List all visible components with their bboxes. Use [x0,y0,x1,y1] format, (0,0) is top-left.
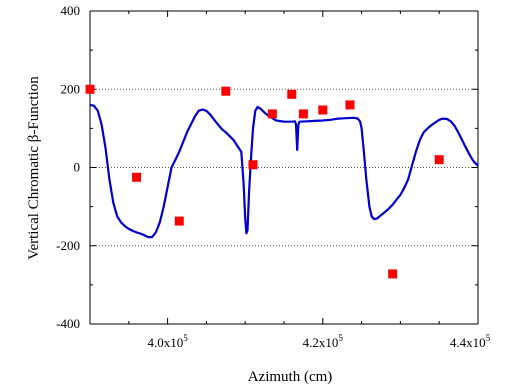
measured-data-point [132,172,142,182]
measured-data-point [388,269,398,279]
y-axis-title: Vertical Chromatic β-Function [26,76,42,260]
x-tick-label: 4.2x105 [303,333,344,350]
measured-data-point [318,105,328,115]
measured-data-point [221,86,231,96]
measured-data-point [85,84,95,94]
x-tick-label: 4.0x105 [147,333,188,350]
x-axis-title: Azimuth (cm) [248,369,333,385]
y-tick-label: -200 [56,238,80,253]
measured-data-point [298,109,308,119]
measured-data-point [345,100,355,110]
plot-frame [89,10,479,325]
y-tick-label: 400 [61,3,81,18]
y-tick-label: 200 [61,81,81,96]
gridlines [90,88,478,247]
x-tick-labels: 4.0x105 4.2x105 4.4x105 [147,333,490,350]
measured-data-point [248,160,258,170]
measured-data-point [287,89,297,99]
measured-data-point [267,109,277,119]
measured-data-point [434,155,444,165]
ticks [89,10,479,325]
series-layer [85,84,479,279]
measured-data-point [174,216,184,226]
x-tick-label: 4.4x105 [450,333,491,350]
y-tick-labels: 400 200 0 -200 -400 [56,3,80,331]
y-tick-label: 0 [74,160,81,175]
beta-function-line [89,103,479,239]
y-tick-label: -400 [56,316,80,331]
